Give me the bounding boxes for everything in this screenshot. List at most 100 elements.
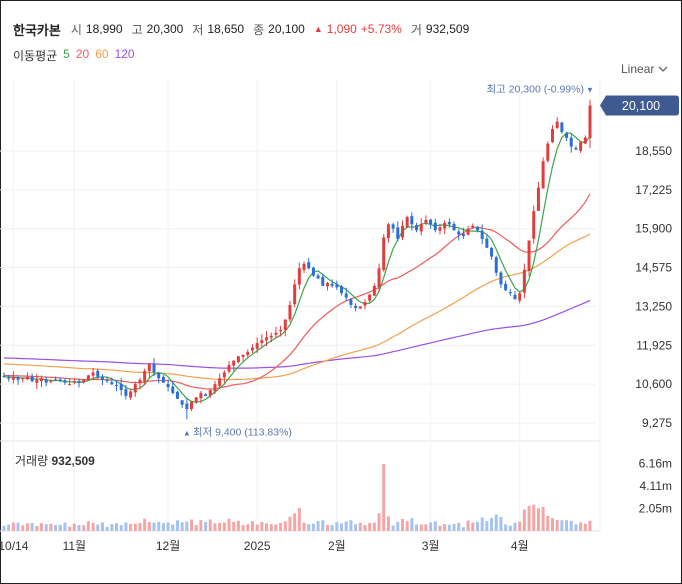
volume-bar	[124, 522, 128, 531]
candle-body	[536, 187, 540, 211]
volume-bar	[82, 525, 86, 531]
candle-body	[541, 161, 545, 189]
volume-bar	[279, 522, 283, 531]
volume-bar	[522, 509, 526, 531]
candle-body	[475, 226, 479, 231]
candle-body	[429, 219, 433, 225]
volume-bar	[129, 523, 133, 531]
volume-bar	[147, 521, 151, 531]
candle-body	[400, 225, 404, 238]
candle-body	[21, 378, 25, 380]
ma60-legend[interactable]: 60	[95, 47, 109, 61]
volume-bar	[227, 518, 231, 531]
candle-body	[311, 267, 315, 276]
volume-bar	[119, 525, 123, 531]
candle-body	[157, 372, 161, 379]
candle-body	[527, 240, 531, 271]
candle-body	[269, 335, 273, 338]
y-tick-label: 15,900	[635, 222, 672, 236]
volume-bar	[236, 520, 240, 531]
volume-bar	[133, 523, 137, 531]
volume-label: 거	[410, 22, 422, 37]
volume-bar	[400, 519, 404, 531]
candle-body	[147, 363, 151, 372]
candle-body	[485, 238, 489, 248]
close-value: 20,100	[268, 22, 305, 36]
max-arrow-icon: ▼	[586, 86, 594, 95]
candle-body	[330, 283, 334, 286]
volume-panel-title: 거래량	[15, 454, 49, 468]
volume-bar	[565, 520, 569, 531]
candle-body	[63, 380, 67, 383]
candle-body	[77, 380, 81, 383]
volume-bar	[288, 516, 292, 531]
candle-body	[504, 283, 508, 291]
x-tick-label: 4월	[511, 539, 529, 553]
volume-bar	[175, 520, 179, 531]
candle-body	[227, 365, 231, 372]
volume-bar	[86, 521, 90, 531]
candle-body	[68, 384, 72, 386]
volume-bar	[269, 524, 273, 531]
candle-body	[58, 379, 62, 382]
candle-body	[185, 403, 189, 410]
candle-body	[190, 401, 194, 410]
candle-body	[16, 377, 20, 380]
candle-body	[494, 257, 498, 273]
candle-body	[175, 391, 179, 399]
volume-bar	[194, 525, 198, 531]
volume-bar	[2, 525, 6, 531]
candle-body	[419, 224, 423, 232]
volume-bar	[541, 506, 545, 531]
close-label: 종	[253, 22, 265, 37]
scale-mode-dropdown[interactable]: Linear	[621, 62, 668, 76]
candle-body	[265, 337, 269, 341]
volume-bar	[190, 519, 194, 531]
candle-body	[288, 304, 292, 320]
volume-tick-label: 4.11m	[640, 479, 672, 493]
candle-body	[30, 376, 34, 382]
ma5-legend[interactable]: 5	[63, 47, 70, 61]
candle-body	[499, 272, 503, 285]
candle-body	[433, 222, 437, 231]
volume-bar	[185, 521, 189, 531]
candle-body	[222, 372, 226, 378]
candle-body	[25, 376, 29, 380]
candle-body	[11, 376, 15, 380]
volume-bar	[11, 522, 15, 531]
volume-bar	[504, 524, 508, 531]
candle-body	[443, 222, 447, 229]
volume-bar	[96, 524, 100, 531]
volume-bar	[199, 520, 203, 531]
volume-bar	[461, 527, 465, 531]
volume-bar	[105, 526, 109, 531]
candle-body	[438, 227, 442, 231]
candle-body	[471, 225, 475, 228]
candle-body	[522, 269, 526, 293]
ma120-legend[interactable]: 120	[114, 47, 135, 61]
volume-bar	[494, 514, 498, 531]
candle-body	[518, 293, 522, 301]
volume-bar	[475, 521, 479, 531]
candle-body	[363, 302, 367, 306]
volume-bar	[77, 525, 81, 531]
candle-body	[129, 391, 133, 398]
volume-bar	[72, 523, 76, 531]
candle-body	[91, 372, 95, 376]
ma120-line	[3, 299, 591, 369]
volume-value: 932,509	[425, 22, 470, 36]
candle-body	[86, 375, 90, 380]
candle-body	[424, 219, 428, 224]
candle-body	[321, 276, 325, 286]
volume-bar	[138, 523, 142, 531]
y-tick-label: 13,250	[635, 299, 672, 313]
candle-body	[236, 356, 240, 363]
candle-body	[255, 343, 259, 349]
candle-body	[44, 379, 48, 383]
volume-bar	[16, 522, 20, 531]
volume-bar	[588, 520, 592, 531]
candle-body	[466, 228, 470, 235]
volume-bar	[255, 524, 259, 531]
ma20-legend[interactable]: 20	[75, 47, 90, 61]
